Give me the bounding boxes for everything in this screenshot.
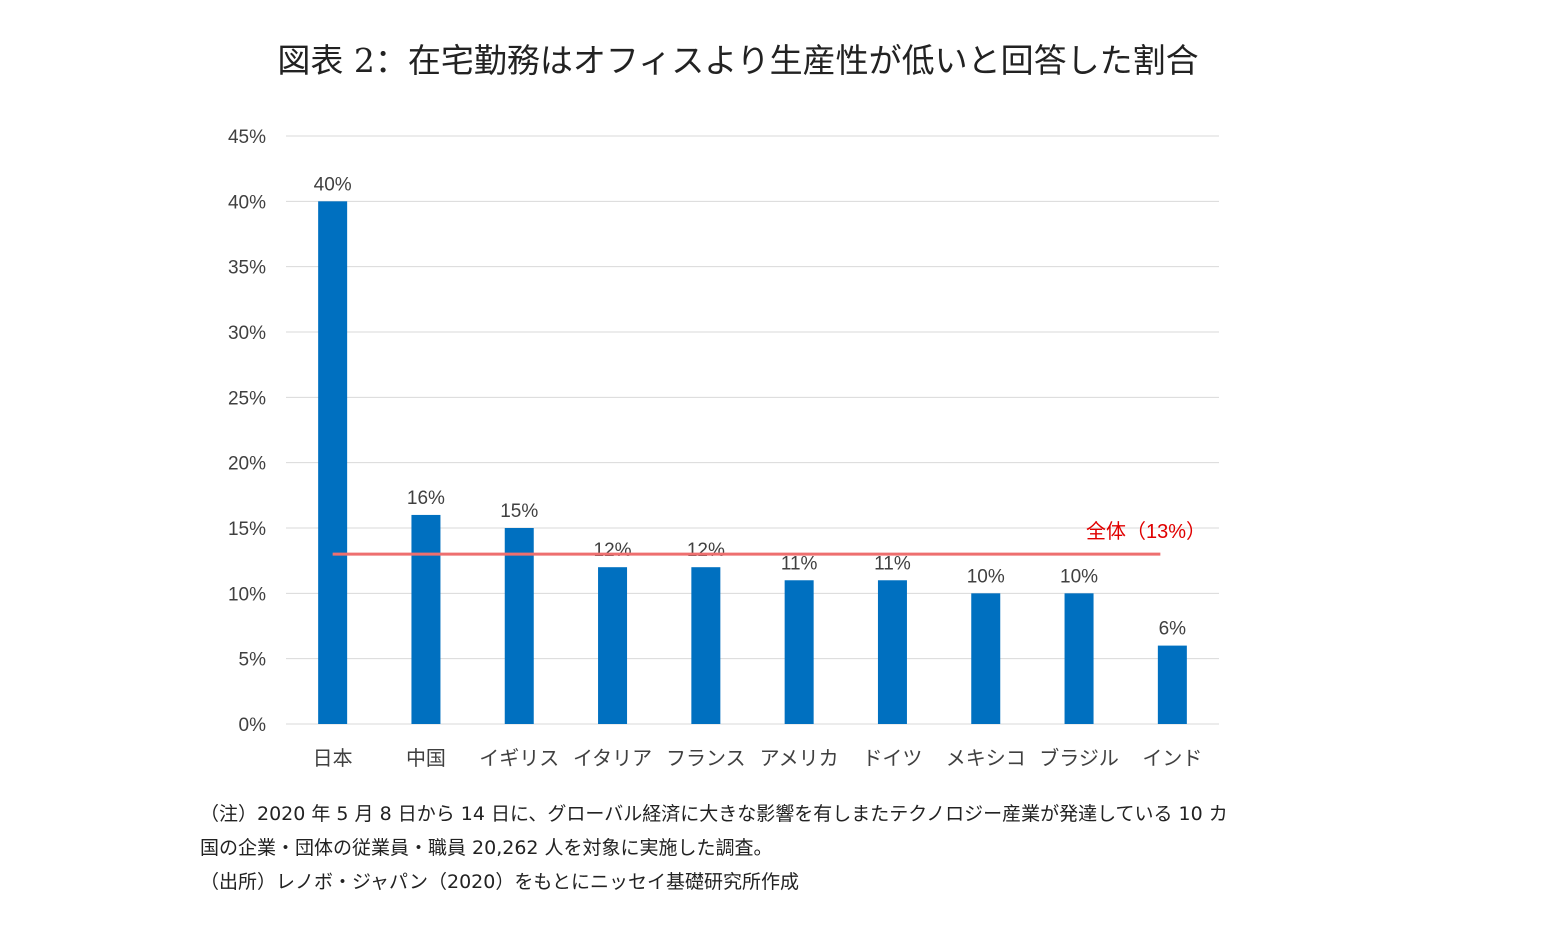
data-label: 6%	[1159, 619, 1187, 640]
y-tick-label: 35%	[228, 258, 266, 279]
category-label: フランス	[666, 748, 746, 770]
bar	[504, 528, 534, 724]
y-tick-label: 30%	[228, 323, 266, 344]
data-labels: 40% 16% 15% 12% 12% 11% 11% 10% 10% 6%	[314, 174, 1187, 639]
category-label: インド	[1142, 748, 1202, 770]
y-axis-tick-labels: 0% 5% 10% 15% 20% 25% 30% 35% 40% 45%	[228, 127, 266, 736]
y-tick-label: 5%	[239, 650, 267, 671]
data-label: 11%	[781, 553, 818, 574]
bar	[784, 580, 814, 724]
bar	[1157, 645, 1187, 724]
data-label: 12%	[594, 540, 632, 561]
source-line: （出所）レノボ・ジャパン（2020）をもとにニッセイ基礎研究所作成	[200, 871, 799, 893]
y-tick-label: 40%	[228, 192, 266, 213]
category-label: メキシコ	[946, 748, 1026, 770]
reference-line-label: 全体（13%）	[1086, 520, 1206, 543]
x-axis-category-labels: 日本 中国 イギリス イタリア フランス アメリカ ドイツ メキシコ ブラジル インド	[313, 746, 1203, 770]
data-label: 16%	[407, 488, 445, 509]
data-label: 10%	[1060, 566, 1098, 587]
bar	[971, 593, 1001, 724]
y-tick-label: 45%	[228, 127, 266, 148]
note-line-2: 国の企業・団体の従業員・職員 20,262 人を対象に実施した調査。	[200, 837, 773, 859]
category-label: 中国	[406, 747, 446, 770]
data-label: 40%	[314, 174, 352, 195]
footnotes: （注）2020 年 5 月 8 日から 14 日に、グローバル経済に大きな影響を…	[200, 797, 1228, 899]
bar	[411, 514, 441, 724]
y-tick-label: 20%	[228, 454, 266, 475]
category-label: ドイツ	[862, 748, 922, 770]
y-tick-label: 15%	[228, 519, 266, 540]
bar	[598, 567, 628, 724]
gridlines	[286, 135, 1219, 725]
category-label: アメリカ	[760, 748, 839, 770]
bar	[877, 580, 907, 724]
bar	[1064, 593, 1094, 724]
category-label: ブラジル	[1039, 746, 1119, 770]
category-label: イタリア	[573, 747, 652, 770]
bar	[691, 567, 721, 724]
bars	[318, 201, 1187, 725]
y-tick-label: 0%	[239, 715, 267, 736]
y-tick-label: 10%	[228, 584, 266, 605]
note-line-1: （注）2020 年 5 月 8 日から 14 日に、グローバル経済に大きな影響を…	[200, 803, 1228, 825]
data-label: 15%	[500, 501, 538, 522]
chart-title: 図表 2：在宅勤務はオフィスより生産性が低いと回答した割合	[277, 41, 1199, 80]
data-label: 10%	[967, 566, 1005, 587]
category-label: イギリス	[479, 747, 559, 770]
reference-line-group: 全体（13%）	[332, 520, 1206, 556]
data-label: 11%	[874, 553, 911, 574]
bar	[318, 201, 348, 725]
category-label: 日本	[313, 747, 353, 770]
y-tick-label: 25%	[228, 388, 266, 409]
data-label: 12%	[687, 540, 725, 561]
